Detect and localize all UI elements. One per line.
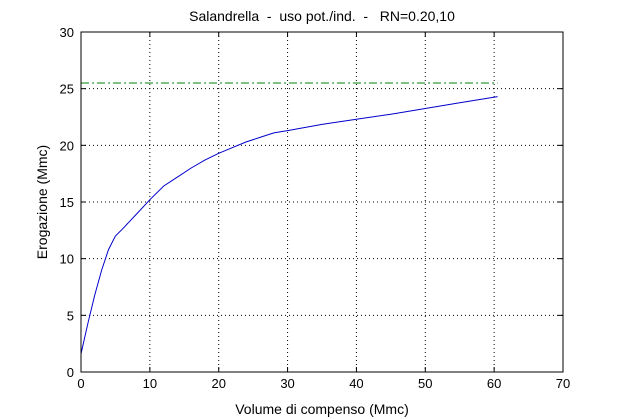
grid [81,32,563,372]
x-tick-label: 60 [487,376,501,391]
ticks: 0 10 20 30 40 50 60 70 0 5 10 15 20 25 30 [60,25,571,391]
y-tick-label: 5 [67,308,74,323]
y-tick-label: 25 [60,82,74,97]
series-line-erogazione [80,96,498,355]
x-tick-label: 70 [556,376,570,391]
x-tick-label: 30 [280,376,294,391]
x-tick-label: 20 [211,376,225,391]
x-tick-label: 10 [143,376,157,391]
y-axis-label: Erogazione (Mmc) [34,145,50,259]
x-tick-label: 40 [349,376,363,391]
chart-title: Salandrella - uso pot./ind. - RN=0.20,10 [189,8,455,24]
y-tick-label: 20 [60,138,74,153]
y-tick-label: 10 [60,252,74,267]
x-axis-label: Volume di compenso (Mmc) [235,401,409,417]
y-tick-label: 30 [60,25,74,40]
series-group [80,82,498,355]
y-tick-label: 15 [60,195,74,210]
y-tick-label: 0 [67,365,74,380]
x-tick-label: 50 [418,376,432,391]
x-tick-label: 0 [77,376,84,391]
